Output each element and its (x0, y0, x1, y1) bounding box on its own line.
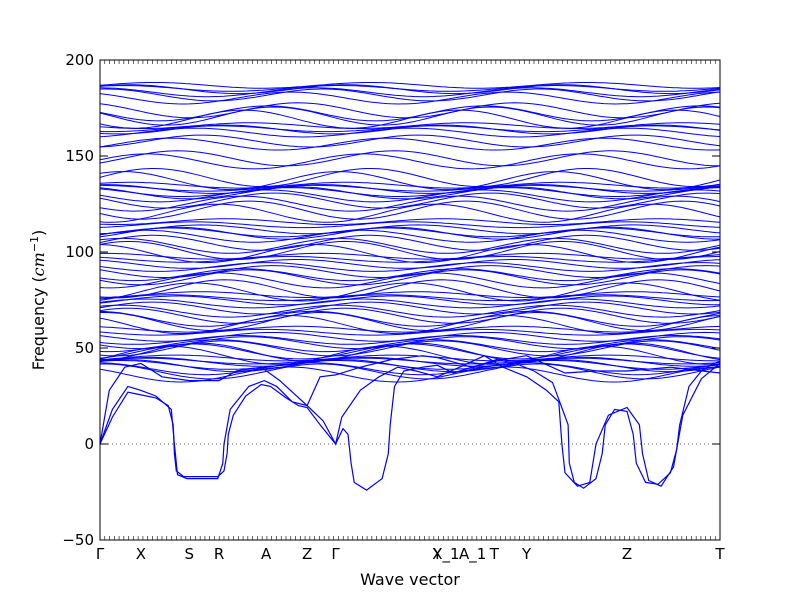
phonon-band-line (99, 168, 721, 187)
acoustic-band-line (99, 355, 721, 445)
phonon-bands-group (99, 82, 721, 383)
phonon-band-line (99, 294, 720, 302)
phonon-band-line (99, 339, 721, 353)
phonon-band-line (99, 87, 721, 98)
phonon-band-line (99, 226, 720, 240)
y-axis-ticks: −50 0 50 100 150 200 (62, 51, 720, 549)
phonon-band-line (99, 291, 721, 298)
phonon-band-line (99, 91, 721, 105)
x-tick-label: T (714, 545, 725, 563)
phonon-band-line (99, 268, 721, 282)
phonon-band-line (99, 229, 721, 243)
phonon-band-line (99, 181, 721, 189)
y-tick-label: 100 (65, 243, 94, 261)
x-tick-label: Γ (331, 545, 340, 563)
phonon-band-line (99, 221, 721, 229)
y-axis-label-exponent: −1 (28, 236, 41, 252)
phonon-band-line (99, 269, 721, 286)
phonon-band-line (99, 298, 721, 309)
phonon-band-line (99, 255, 721, 263)
y-axis-label-text: Frequency ( (29, 276, 48, 370)
phonon-band-line (99, 203, 721, 223)
y-tick-label: 150 (65, 147, 94, 165)
phonon-band-line (99, 184, 721, 194)
y-axis-label-close: ) (29, 230, 48, 236)
phonon-band-line (99, 195, 721, 212)
phonon-band-line (99, 106, 721, 126)
phonon-band-line (99, 227, 721, 238)
phonon-band-line (99, 237, 721, 254)
phonon-band-line (99, 335, 721, 345)
phonon-band-line (99, 356, 721, 367)
phonon-band-line (99, 122, 721, 129)
phonon-band-line (100, 312, 721, 331)
phonon-band-line (99, 88, 721, 102)
phonon-band-line (100, 184, 721, 192)
acoustic-bands-group (99, 355, 721, 491)
x-tick-label: A (261, 545, 272, 563)
y-axis-label-unit: cm (29, 252, 48, 276)
x-tick-label: A_1 (459, 545, 486, 564)
x-tick-label: X (136, 545, 146, 563)
phonon-band-line (99, 224, 721, 235)
phonon-band-line (99, 192, 721, 209)
x-axis-ticks: Γ X S R A Z Γ YX_1 A_1 T Y Z T (96, 60, 725, 564)
phonon-band-line (99, 295, 720, 306)
phonon-band-line (99, 218, 721, 225)
phonon-band-line (99, 82, 721, 89)
phonon-band-line (99, 134, 721, 148)
phonon-band-line (99, 127, 721, 138)
phonon-band-line (99, 272, 721, 289)
phonon-band-line (99, 252, 721, 260)
phonon-band-line (99, 359, 721, 373)
phonon-band-line (99, 363, 721, 380)
phonon-band-line (99, 354, 720, 362)
y-tick-label: −50 (62, 531, 94, 549)
phonon-band-line (99, 189, 721, 203)
phonon-band-line (99, 137, 721, 151)
phonon-band-line (99, 362, 721, 376)
phonon-band-line (99, 262, 721, 272)
phonon-band-line (99, 240, 721, 261)
phonon-band-line (99, 282, 721, 302)
acoustic-band-line (99, 358, 721, 491)
phonon-band-line (99, 150, 720, 167)
phonon-band-line (99, 310, 721, 327)
y-tick-label: 50 (75, 339, 94, 357)
x-tick-label: Z (622, 545, 632, 563)
phonon-band-line (99, 234, 721, 251)
x-tick-label: T (489, 545, 500, 563)
phonon-band-line (99, 187, 721, 197)
phonon-band-line (99, 342, 721, 362)
x-tick-label: R (214, 545, 224, 563)
phonon-band-line (99, 153, 721, 170)
phonon-band-line (99, 200, 721, 220)
plot-frame (99, 59, 721, 541)
x-tick-label: Z (302, 545, 312, 563)
phonon-band-line (99, 301, 721, 315)
phonon-band-line (99, 109, 721, 129)
phonon-band-line (99, 328, 721, 336)
x-tick-label: Y (432, 545, 443, 563)
x-tick-label: S (185, 545, 195, 563)
y-tick-label: 0 (84, 435, 94, 453)
phonon-band-line (99, 307, 721, 324)
x-tick-label: Y (521, 545, 532, 563)
y-tick-label: 200 (65, 51, 94, 69)
acoustic-band-line (99, 355, 721, 487)
phonon-band-line (99, 304, 721, 318)
phonon-band-line (99, 325, 721, 333)
phonon-band-line (99, 345, 721, 365)
x-tick-label: Γ (96, 545, 105, 563)
x-axis-label: Wave vector (360, 570, 460, 589)
x-tick-label: X_1 (432, 545, 459, 564)
y-axis-label: Frequency (cm−1) (28, 230, 49, 371)
phonon-band-line (99, 84, 721, 95)
